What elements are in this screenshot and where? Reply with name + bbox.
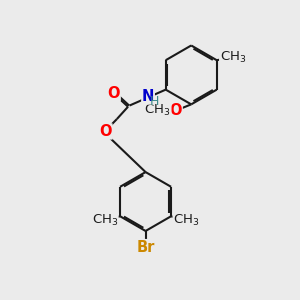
Text: CH$_3$: CH$_3$ — [92, 213, 118, 228]
Text: O: O — [99, 124, 112, 139]
Text: N: N — [142, 89, 154, 104]
Text: H: H — [150, 95, 159, 108]
Text: CH$_3$: CH$_3$ — [220, 50, 246, 65]
Text: CH$_3$: CH$_3$ — [173, 213, 200, 228]
Text: Br: Br — [136, 240, 155, 255]
Text: CH$_3$: CH$_3$ — [144, 103, 171, 118]
Text: O: O — [170, 103, 182, 118]
Text: O: O — [108, 86, 120, 101]
